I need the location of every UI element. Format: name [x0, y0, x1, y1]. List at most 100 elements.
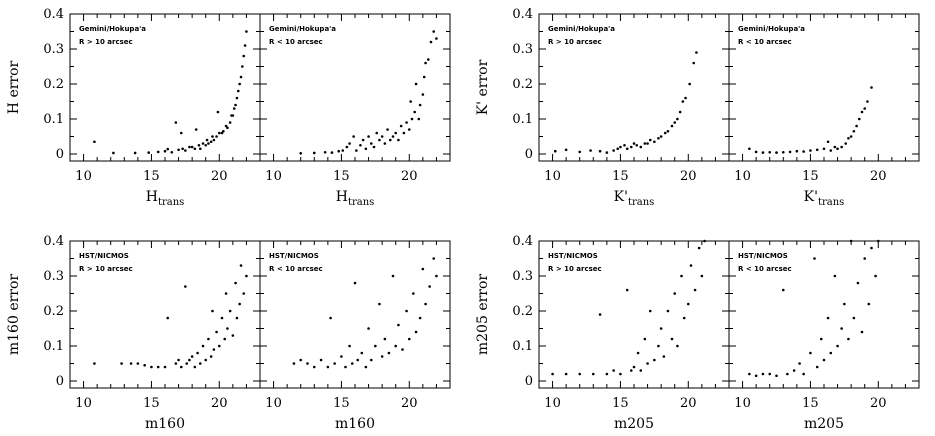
- data-point: [374, 344, 377, 348]
- data-point: [242, 292, 246, 295]
- data-point: [299, 358, 303, 362]
- data-point: [410, 117, 414, 121]
- data-point: [867, 302, 871, 306]
- data-point: [422, 75, 426, 79]
- y-tick-label: 0.1: [512, 339, 533, 354]
- chart-1: H error 10 15 20 0 0.1 0.2 0.3 0.4 Gemini/Hokupa'…: [6, 7, 451, 208]
- data-point: [190, 145, 194, 149]
- data-point: [323, 150, 327, 154]
- data-point: [228, 309, 232, 313]
- data-point: [353, 281, 357, 285]
- panel-title-line: R > 10 arcsec: [548, 265, 602, 273]
- data-point: [112, 151, 115, 155]
- data-point: [635, 143, 639, 147]
- x-axis-label: K'trans: [614, 189, 655, 208]
- data-point: [241, 65, 244, 68]
- data-point: [849, 135, 853, 138]
- data-point: [387, 351, 391, 355]
- data-point: [855, 124, 858, 128]
- data-point: [369, 142, 373, 145]
- data-point: [629, 369, 633, 372]
- data-point: [129, 362, 133, 365]
- panel-2-1: 10 15 20 0 0.1 0.2 0.3 0.4 Gemini/Hokupa'a R > 10…: [512, 7, 730, 208]
- x-tick-label: 15: [333, 169, 350, 184]
- data-point: [860, 110, 864, 114]
- x-axis-label: K'trans: [804, 189, 845, 208]
- data-point: [205, 138, 209, 142]
- chart-4: m205 error 10 15 20 0 0.1 0.2 0.3 0.4 HST/NICMOS R…: [475, 234, 920, 432]
- panel-title-line: R < 10 arcsec: [269, 38, 323, 46]
- data-point: [833, 145, 837, 149]
- panel-title-line: HST/NICMOS: [269, 252, 319, 260]
- data-point: [156, 150, 160, 154]
- panel-title-line: Gemini/Hokupa'a: [738, 25, 805, 33]
- panel-frame: [728, 13, 920, 162]
- x-tick-label: 20: [401, 169, 418, 184]
- data-point: [212, 348, 216, 351]
- y-tick-label: 0.3: [512, 269, 533, 284]
- x-axis-label: m160: [335, 416, 375, 432]
- data-point: [380, 135, 384, 138]
- data-point: [198, 362, 202, 365]
- data-point: [226, 327, 229, 330]
- panel-frame: [259, 13, 451, 162]
- x-tick-label: 20: [211, 169, 228, 184]
- x-tick-label: 20: [401, 396, 418, 411]
- data-point: [348, 344, 351, 348]
- panel-title-line: R > 10 arcsec: [548, 38, 602, 46]
- data-point: [166, 147, 170, 151]
- data-point: [380, 355, 384, 358]
- y-tick-label: 0: [525, 374, 533, 389]
- x-tick-label: 10: [265, 169, 282, 184]
- data-point: [629, 145, 633, 149]
- data-point: [174, 121, 178, 124]
- data-point: [217, 131, 221, 135]
- panel-title-line: Gemini/Hokupa'a: [548, 25, 615, 33]
- data-point: [341, 149, 345, 152]
- data-point: [768, 372, 772, 376]
- data-point: [847, 136, 850, 140]
- data-point: [623, 143, 626, 147]
- data-point: [245, 30, 248, 33]
- data-point: [224, 292, 228, 295]
- data-point: [197, 143, 201, 147]
- data-point: [424, 61, 427, 65]
- y-tick-label: 0.2: [512, 304, 533, 319]
- data-point: [657, 344, 660, 348]
- data-point: [93, 362, 96, 365]
- data-point: [306, 362, 309, 365]
- data-point: [428, 285, 431, 288]
- data-point: [136, 362, 140, 365]
- panel-2-2: 10 15 20 Gemini/Hokupa'a R < 10 arcsec K'tran…: [728, 13, 920, 208]
- y-axis-label: m205 error: [475, 274, 491, 356]
- x-tick-label: 10: [75, 169, 92, 184]
- data-point: [352, 135, 355, 138]
- data-point: [245, 274, 248, 278]
- data-point: [93, 140, 96, 144]
- data-point: [591, 372, 595, 376]
- data-point: [235, 316, 239, 320]
- data-point: [223, 337, 227, 341]
- data-point: [553, 149, 557, 153]
- data-point: [215, 135, 218, 138]
- y-tick-label: 0: [56, 374, 64, 389]
- y-tick-label: 0: [525, 147, 533, 162]
- x-axis-label: m205: [614, 416, 654, 432]
- panel-4-1: 10 15 20 0 0.1 0.2 0.3 0.4 HST/NICMOS R > 10 arcs…: [512, 234, 730, 432]
- data-point: [775, 374, 778, 378]
- data-point: [188, 145, 191, 149]
- data-point: [426, 58, 430, 61]
- data-point: [695, 51, 698, 54]
- x-tick-label: 15: [333, 396, 350, 411]
- data-point: [840, 327, 843, 330]
- data-point: [688, 82, 691, 86]
- data-point: [786, 372, 789, 376]
- data-point: [409, 100, 412, 103]
- data-point: [781, 150, 785, 154]
- x-tick-label: 10: [544, 169, 561, 184]
- data-point: [185, 362, 189, 365]
- data-point: [692, 61, 696, 65]
- data-point: [388, 138, 392, 142]
- y-axis-label: m160 error: [6, 274, 22, 356]
